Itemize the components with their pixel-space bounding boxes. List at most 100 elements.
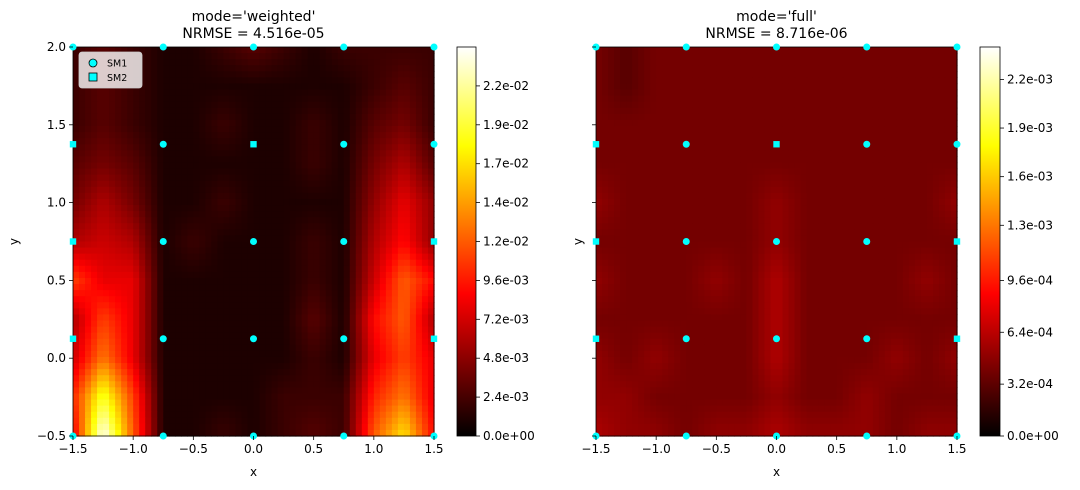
heatmap-cell bbox=[109, 277, 116, 285]
heatmap-cell bbox=[848, 65, 856, 72]
heatmap-cell bbox=[319, 241, 327, 249]
heatmap-cell bbox=[716, 144, 723, 151]
heatmap-cell bbox=[421, 77, 429, 85]
heatmap-cell bbox=[229, 192, 237, 200]
heatmap-cell bbox=[133, 290, 140, 297]
heatmap-cell bbox=[596, 53, 603, 60]
heatmap-cell bbox=[301, 277, 309, 285]
heatmap-cell bbox=[91, 229, 98, 237]
heatmap-cell bbox=[367, 302, 375, 309]
heatmap-cell bbox=[662, 150, 669, 158]
heatmap-cell bbox=[596, 126, 603, 133]
heatmap-cell bbox=[277, 290, 285, 297]
heatmap-cell bbox=[373, 326, 381, 334]
heatmap-cell bbox=[391, 229, 399, 237]
heatmap-cell bbox=[103, 417, 110, 425]
heatmap-cell bbox=[103, 168, 110, 176]
heatmap-cell bbox=[139, 71, 146, 78]
heatmap-cell bbox=[235, 350, 243, 358]
heatmap-cell bbox=[295, 308, 303, 316]
heatmap-cell bbox=[397, 417, 405, 425]
heatmap-cell bbox=[259, 101, 267, 109]
heatmap-cell bbox=[259, 235, 267, 243]
heatmap-cell bbox=[800, 144, 808, 151]
heatmap-cell bbox=[97, 350, 104, 358]
heatmap-cell bbox=[271, 168, 279, 176]
heatmap-cell bbox=[301, 308, 309, 316]
heatmap-cell bbox=[169, 217, 176, 224]
heatmap-cell bbox=[97, 132, 104, 139]
heatmap-cell bbox=[223, 229, 231, 237]
heatmap-cell bbox=[79, 381, 86, 388]
heatmap-cell bbox=[397, 381, 405, 388]
heatmap-cell bbox=[157, 265, 164, 273]
heatmap-cell bbox=[127, 314, 134, 322]
heatmap-cell bbox=[301, 326, 309, 334]
heatmap-cell bbox=[319, 393, 327, 401]
heatmap-cell bbox=[85, 180, 92, 188]
heatmap-cell bbox=[223, 101, 231, 109]
heatmap-cell bbox=[421, 113, 429, 121]
heatmap-cell bbox=[397, 399, 405, 407]
heatmap-cell bbox=[674, 138, 681, 145]
heatmap-cell bbox=[788, 150, 796, 158]
heatmap-cell bbox=[199, 393, 206, 401]
heatmap-cell bbox=[662, 71, 669, 78]
heatmap-cell bbox=[734, 138, 741, 145]
heatmap-cell bbox=[283, 375, 291, 382]
heatmap-cell bbox=[698, 132, 705, 139]
heatmap-cell bbox=[235, 235, 243, 243]
heatmap-cell bbox=[91, 95, 98, 103]
heatmap-cell bbox=[85, 356, 92, 364]
heatmap-cell bbox=[307, 338, 315, 346]
heatmap-cell bbox=[602, 95, 609, 103]
heatmap-cell bbox=[127, 411, 134, 419]
heatmap-cell bbox=[223, 65, 231, 72]
heatmap-cell bbox=[608, 132, 615, 139]
heatmap-cell bbox=[241, 417, 249, 425]
heatmap-cell bbox=[289, 308, 297, 316]
heatmap-cell bbox=[385, 399, 393, 407]
heatmap-cell bbox=[181, 363, 188, 370]
heatmap-cell bbox=[367, 168, 375, 176]
heatmap-cell bbox=[229, 71, 237, 78]
heatmap-cell bbox=[397, 83, 405, 91]
heatmap-cell bbox=[307, 405, 315, 413]
heatmap-cell bbox=[325, 363, 333, 370]
heatmap-cell bbox=[373, 180, 381, 188]
heatmap-cell bbox=[181, 253, 188, 261]
y-tick-label: 1.5 bbox=[47, 118, 66, 132]
heatmap-cell bbox=[614, 65, 621, 72]
heatmap-cell bbox=[181, 369, 188, 376]
heatmap-cell bbox=[223, 174, 231, 182]
heatmap-cell bbox=[361, 95, 369, 103]
heatmap-cell bbox=[139, 265, 146, 273]
heatmap-cell bbox=[878, 71, 886, 78]
heatmap-cell bbox=[331, 350, 339, 358]
heatmap-cell bbox=[247, 180, 255, 188]
heatmap-cell bbox=[397, 53, 405, 60]
heatmap-cell bbox=[127, 156, 134, 164]
heatmap-cell bbox=[361, 168, 369, 176]
heatmap-cell bbox=[782, 71, 790, 78]
heatmap-cell bbox=[187, 235, 194, 243]
heatmap-cell bbox=[872, 77, 880, 85]
heatmap-cell bbox=[391, 211, 399, 218]
heatmap-cell bbox=[626, 150, 633, 158]
heatmap-cell bbox=[145, 411, 152, 419]
heatmap-cell bbox=[782, 59, 790, 66]
heatmap-cell bbox=[331, 399, 339, 407]
heatmap-cell bbox=[175, 168, 182, 176]
heatmap-cell bbox=[908, 101, 916, 109]
heatmap-cell bbox=[800, 83, 808, 91]
heatmap-cell bbox=[181, 302, 188, 309]
heatmap-cell bbox=[752, 77, 760, 85]
heatmap-cell bbox=[85, 119, 92, 127]
heatmap-cell bbox=[223, 308, 231, 316]
heatmap-cell bbox=[229, 144, 237, 151]
heatmap-cell bbox=[361, 156, 369, 164]
heatmap-cell bbox=[325, 387, 333, 395]
heatmap-cell bbox=[596, 119, 603, 127]
heatmap-cell bbox=[271, 95, 279, 103]
heatmap-cell bbox=[343, 101, 351, 109]
